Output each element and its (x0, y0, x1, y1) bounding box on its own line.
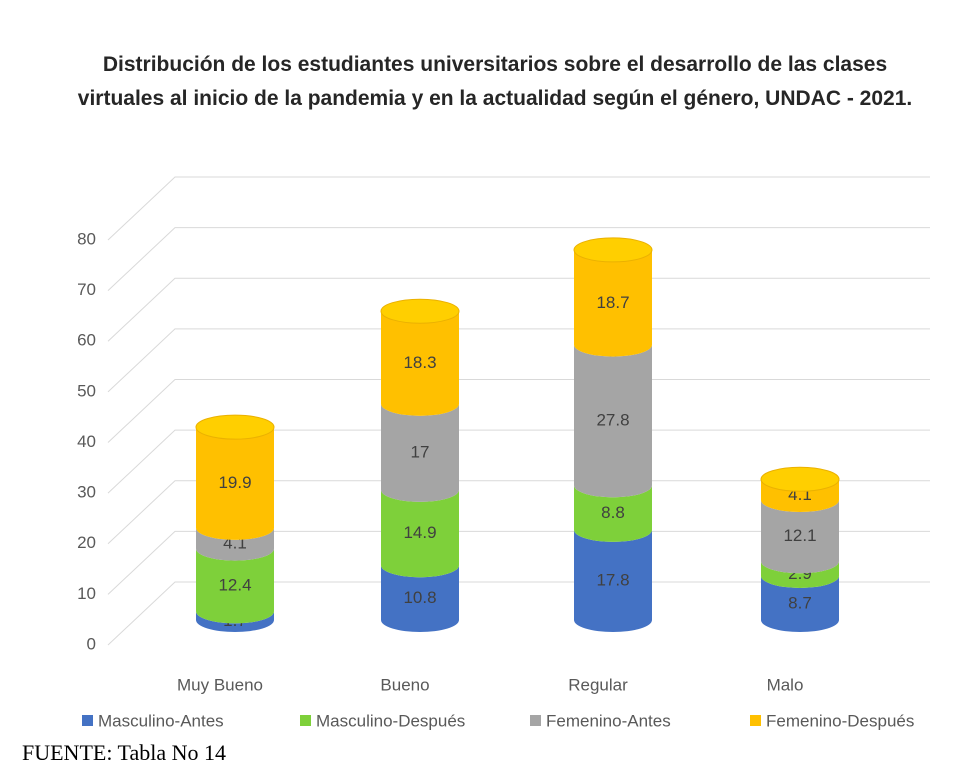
bar-top (195, 414, 275, 440)
legend-swatch (530, 715, 541, 726)
legend-label: Masculino-Antes (98, 711, 224, 730)
bar-segment (196, 427, 274, 540)
bar-segment (574, 249, 652, 357)
legend-swatch (82, 715, 93, 726)
bar-segment (761, 561, 839, 588)
bar-segment (574, 344, 652, 498)
y-tick-label: 10 (77, 584, 96, 603)
bar-segment (196, 611, 274, 632)
grid-line (107, 530, 930, 595)
data-label: 17.8 (596, 570, 629, 589)
bar-segment (761, 575, 839, 632)
bar-segment (574, 485, 652, 542)
y-tick-label: 40 (77, 432, 96, 451)
grid-line (107, 429, 930, 494)
bar-segment (761, 479, 839, 513)
data-label: 18.7 (596, 293, 629, 312)
legend-swatch (300, 715, 311, 726)
bar-top (760, 466, 840, 492)
legend-label: Masculino-Después (316, 711, 465, 730)
data-label: 27.8 (596, 410, 629, 429)
data-label: 19.9 (218, 473, 251, 492)
bar-top (573, 237, 653, 263)
x-tick-label: Regular (568, 675, 628, 694)
bar-segment (761, 500, 839, 574)
source-note: FUENTE: Tabla No 14 (22, 740, 226, 765)
data-label: 8.8 (601, 503, 625, 522)
y-tick-label: 80 (77, 229, 96, 248)
y-tick-label: 50 (77, 381, 96, 400)
grid-line (107, 480, 930, 545)
bar-segment (381, 565, 459, 632)
y-tick-label: 60 (77, 331, 96, 350)
chart-title: Distribución de los estudiantes universi… (77, 53, 913, 110)
data-label: 18.3 (403, 353, 436, 372)
data-label: 10.8 (403, 588, 436, 607)
bar-segment (196, 548, 274, 624)
grid-line (107, 227, 930, 291)
grid-line (107, 379, 930, 443)
grid-line (107, 581, 930, 646)
y-tick-label: 30 (77, 483, 96, 502)
legend-label: Femenino-Después (766, 711, 914, 730)
data-label: 17 (411, 442, 430, 461)
x-tick-label: Bueno (380, 675, 429, 694)
data-label: 12.4 (218, 575, 251, 594)
grid-line (107, 277, 930, 342)
legend-swatch (750, 715, 761, 726)
x-tick-label: Muy Bueno (177, 675, 263, 694)
data-label: 8.7 (788, 593, 812, 612)
x-tick-label: Malo (767, 675, 804, 694)
grid-line (107, 328, 930, 393)
data-label: 14.9 (403, 523, 436, 542)
legend-label: Femenino-Antes (546, 711, 671, 730)
bar-top (380, 298, 460, 324)
bar-segment (381, 489, 459, 578)
bar-segment (196, 527, 274, 561)
data-label: 12.1 (783, 526, 816, 545)
y-tick-label: 70 (77, 280, 96, 299)
y-tick-label: 20 (77, 533, 96, 552)
y-tick-label: 0 (87, 634, 96, 653)
bar-segment (381, 403, 459, 502)
bar-segment (574, 529, 652, 632)
bar-segment (381, 311, 459, 416)
grid-line (107, 176, 930, 241)
